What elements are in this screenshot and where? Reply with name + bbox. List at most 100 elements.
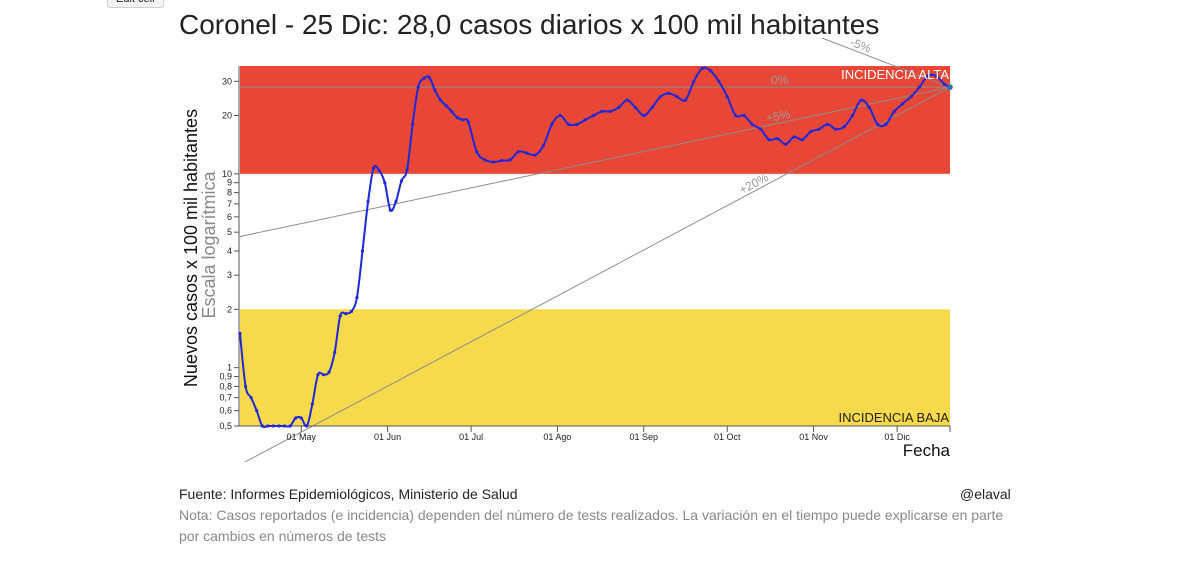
data-point[interactable] bbox=[767, 138, 771, 142]
data-point[interactable] bbox=[249, 396, 253, 400]
data-point[interactable] bbox=[333, 350, 337, 354]
data-point[interactable] bbox=[884, 122, 888, 126]
data-point[interactable] bbox=[475, 150, 479, 154]
data-point[interactable] bbox=[366, 199, 370, 204]
data-point[interactable] bbox=[516, 150, 521, 154]
data-point[interactable] bbox=[592, 113, 596, 118]
data-point[interactable] bbox=[383, 181, 387, 185]
data-point[interactable] bbox=[294, 416, 298, 420]
data-point[interactable] bbox=[700, 66, 704, 70]
data-point[interactable] bbox=[360, 249, 365, 253]
data-point[interactable] bbox=[299, 416, 303, 420]
data-point[interactable] bbox=[575, 122, 579, 126]
data-point[interactable] bbox=[850, 113, 855, 118]
data-point[interactable] bbox=[876, 122, 880, 126]
data-point[interactable] bbox=[416, 85, 420, 89]
data-point[interactable] bbox=[450, 109, 454, 113]
data-point[interactable] bbox=[842, 125, 846, 129]
data-point[interactable] bbox=[942, 82, 947, 86]
data-point[interactable] bbox=[455, 116, 459, 120]
data-point[interactable] bbox=[667, 91, 671, 95]
data-point[interactable] bbox=[633, 105, 637, 110]
data-point[interactable] bbox=[583, 118, 587, 122]
data-point[interactable] bbox=[658, 95, 663, 99]
data-point[interactable] bbox=[338, 314, 342, 318]
data-point[interactable] bbox=[901, 102, 905, 106]
data-point[interactable] bbox=[917, 85, 921, 89]
data-point[interactable] bbox=[388, 208, 392, 212]
data-point[interactable] bbox=[491, 160, 495, 164]
data-point[interactable] bbox=[834, 127, 838, 131]
data-point[interactable] bbox=[675, 95, 679, 99]
data-point[interactable] bbox=[422, 76, 426, 81]
data-point[interactable] bbox=[683, 98, 688, 102]
data-point[interactable] bbox=[650, 105, 654, 110]
data-point[interactable] bbox=[692, 79, 696, 83]
data-point[interactable] bbox=[792, 135, 796, 139]
data-point[interactable] bbox=[817, 127, 821, 131]
data-point[interactable] bbox=[483, 158, 487, 162]
data-point[interactable] bbox=[444, 103, 448, 108]
data-point[interactable] bbox=[926, 74, 930, 78]
data-point[interactable] bbox=[558, 113, 562, 118]
data-point[interactable] bbox=[825, 122, 830, 126]
data-point[interactable] bbox=[377, 168, 381, 173]
data-point[interactable] bbox=[372, 166, 376, 170]
data-point[interactable] bbox=[541, 143, 546, 148]
data-point[interactable] bbox=[399, 179, 404, 183]
data-point[interactable] bbox=[600, 109, 604, 113]
data-point[interactable] bbox=[355, 295, 359, 300]
data-point[interactable] bbox=[282, 424, 287, 428]
data-point[interactable] bbox=[305, 424, 309, 428]
data-point[interactable] bbox=[642, 113, 646, 118]
data-point[interactable] bbox=[859, 98, 863, 102]
data-point[interactable] bbox=[734, 113, 738, 118]
data-point[interactable] bbox=[271, 424, 276, 428]
data-point[interactable] bbox=[427, 75, 431, 79]
data-point[interactable] bbox=[708, 69, 713, 73]
data-point[interactable] bbox=[466, 120, 470, 124]
data-point[interactable] bbox=[405, 168, 409, 172]
data-point[interactable] bbox=[892, 109, 896, 113]
data-point[interactable] bbox=[947, 84, 953, 90]
data-point[interactable] bbox=[238, 331, 242, 336]
data-point[interactable] bbox=[550, 122, 554, 126]
data-point[interactable] bbox=[533, 153, 537, 157]
data-point[interactable] bbox=[759, 127, 763, 131]
data-point[interactable] bbox=[784, 142, 788, 146]
data-point[interactable] bbox=[800, 138, 805, 142]
data-point[interactable] bbox=[344, 312, 348, 316]
data-point[interactable] bbox=[525, 151, 529, 155]
data-point[interactable] bbox=[266, 424, 270, 428]
data-point[interactable] bbox=[809, 130, 813, 134]
data-point[interactable] bbox=[909, 95, 913, 99]
data-point[interactable] bbox=[277, 424, 281, 428]
data-point[interactable] bbox=[867, 105, 871, 110]
data-point[interactable] bbox=[608, 109, 612, 113]
data-point[interactable] bbox=[934, 74, 938, 78]
data-point[interactable] bbox=[625, 98, 629, 102]
data-point[interactable] bbox=[750, 122, 754, 126]
data-point[interactable] bbox=[255, 409, 259, 413]
data-point[interactable] bbox=[617, 105, 621, 110]
data-point[interactable] bbox=[508, 158, 512, 162]
data-point[interactable] bbox=[717, 79, 721, 83]
data-point[interactable] bbox=[775, 136, 779, 141]
data-point[interactable] bbox=[411, 122, 415, 126]
data-point[interactable] bbox=[742, 113, 746, 118]
data-point[interactable] bbox=[321, 373, 326, 377]
data-point[interactable] bbox=[243, 384, 248, 389]
data-point[interactable] bbox=[566, 122, 571, 126]
data-point[interactable] bbox=[394, 199, 398, 204]
data-point[interactable] bbox=[327, 370, 331, 374]
data-point[interactable] bbox=[725, 95, 729, 99]
data-point[interactable] bbox=[438, 98, 443, 102]
data-point[interactable] bbox=[260, 424, 264, 428]
data-point[interactable] bbox=[349, 309, 353, 314]
data-point[interactable] bbox=[461, 118, 465, 122]
data-point[interactable] bbox=[433, 88, 437, 92]
data-point[interactable] bbox=[500, 159, 504, 163]
author-handle[interactable]: @elaval bbox=[960, 486, 1011, 502]
data-point[interactable] bbox=[288, 424, 292, 428]
edit-cell-button[interactable]: Edit cell bbox=[107, 0, 164, 8]
